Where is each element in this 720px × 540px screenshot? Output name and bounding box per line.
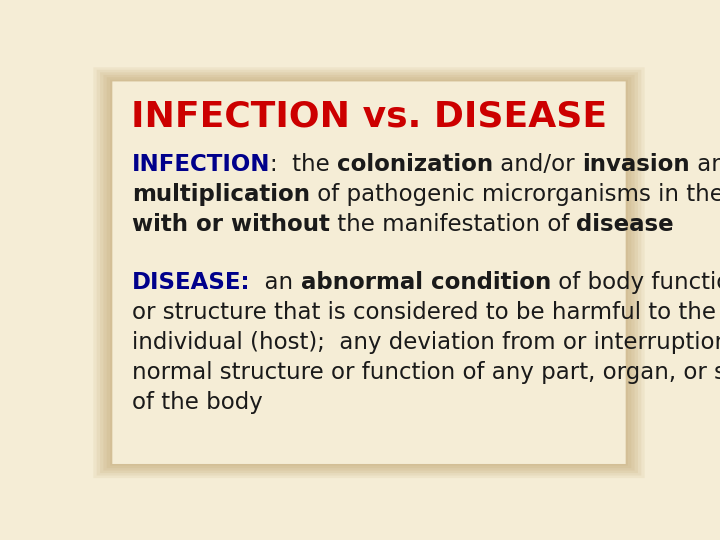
Text: DISEASE:: DISEASE: [132, 271, 251, 294]
Text: the manifestation of: the manifestation of [330, 213, 576, 235]
Text: disease: disease [576, 213, 674, 235]
Text: INFECTION: INFECTION [132, 153, 270, 176]
FancyBboxPatch shape [107, 77, 631, 468]
FancyBboxPatch shape [117, 85, 621, 461]
Text: and/or: and/or [493, 153, 582, 176]
FancyBboxPatch shape [100, 72, 638, 473]
Text: with or without: with or without [132, 213, 330, 235]
Text: of body function(s): of body function(s) [551, 271, 720, 294]
FancyBboxPatch shape [94, 68, 644, 478]
Text: an: an [251, 271, 301, 294]
Text: or structure that is considered to be harmful to the affected: or structure that is considered to be ha… [132, 301, 720, 324]
Text: abnormal condition: abnormal condition [301, 271, 551, 294]
FancyBboxPatch shape [104, 75, 634, 471]
Text: colonization: colonization [338, 153, 493, 176]
Text: of the body: of the body [132, 391, 263, 414]
FancyBboxPatch shape [110, 80, 628, 465]
Text: :  the: : the [270, 153, 338, 176]
Text: and: and [690, 153, 720, 176]
FancyBboxPatch shape [96, 70, 642, 476]
Text: normal structure or function of any part, organ, or system: normal structure or function of any part… [132, 361, 720, 384]
Text: INFECTION vs. DISEASE: INFECTION vs. DISEASE [131, 100, 607, 134]
Text: of pathogenic microrganisms in the host: of pathogenic microrganisms in the host [310, 183, 720, 206]
FancyBboxPatch shape [114, 82, 624, 463]
Text: individual (host);  any deviation from or interruption of the: individual (host); any deviation from or… [132, 331, 720, 354]
Text: invasion: invasion [582, 153, 690, 176]
FancyBboxPatch shape [112, 82, 626, 464]
Text: multiplication: multiplication [132, 183, 310, 206]
